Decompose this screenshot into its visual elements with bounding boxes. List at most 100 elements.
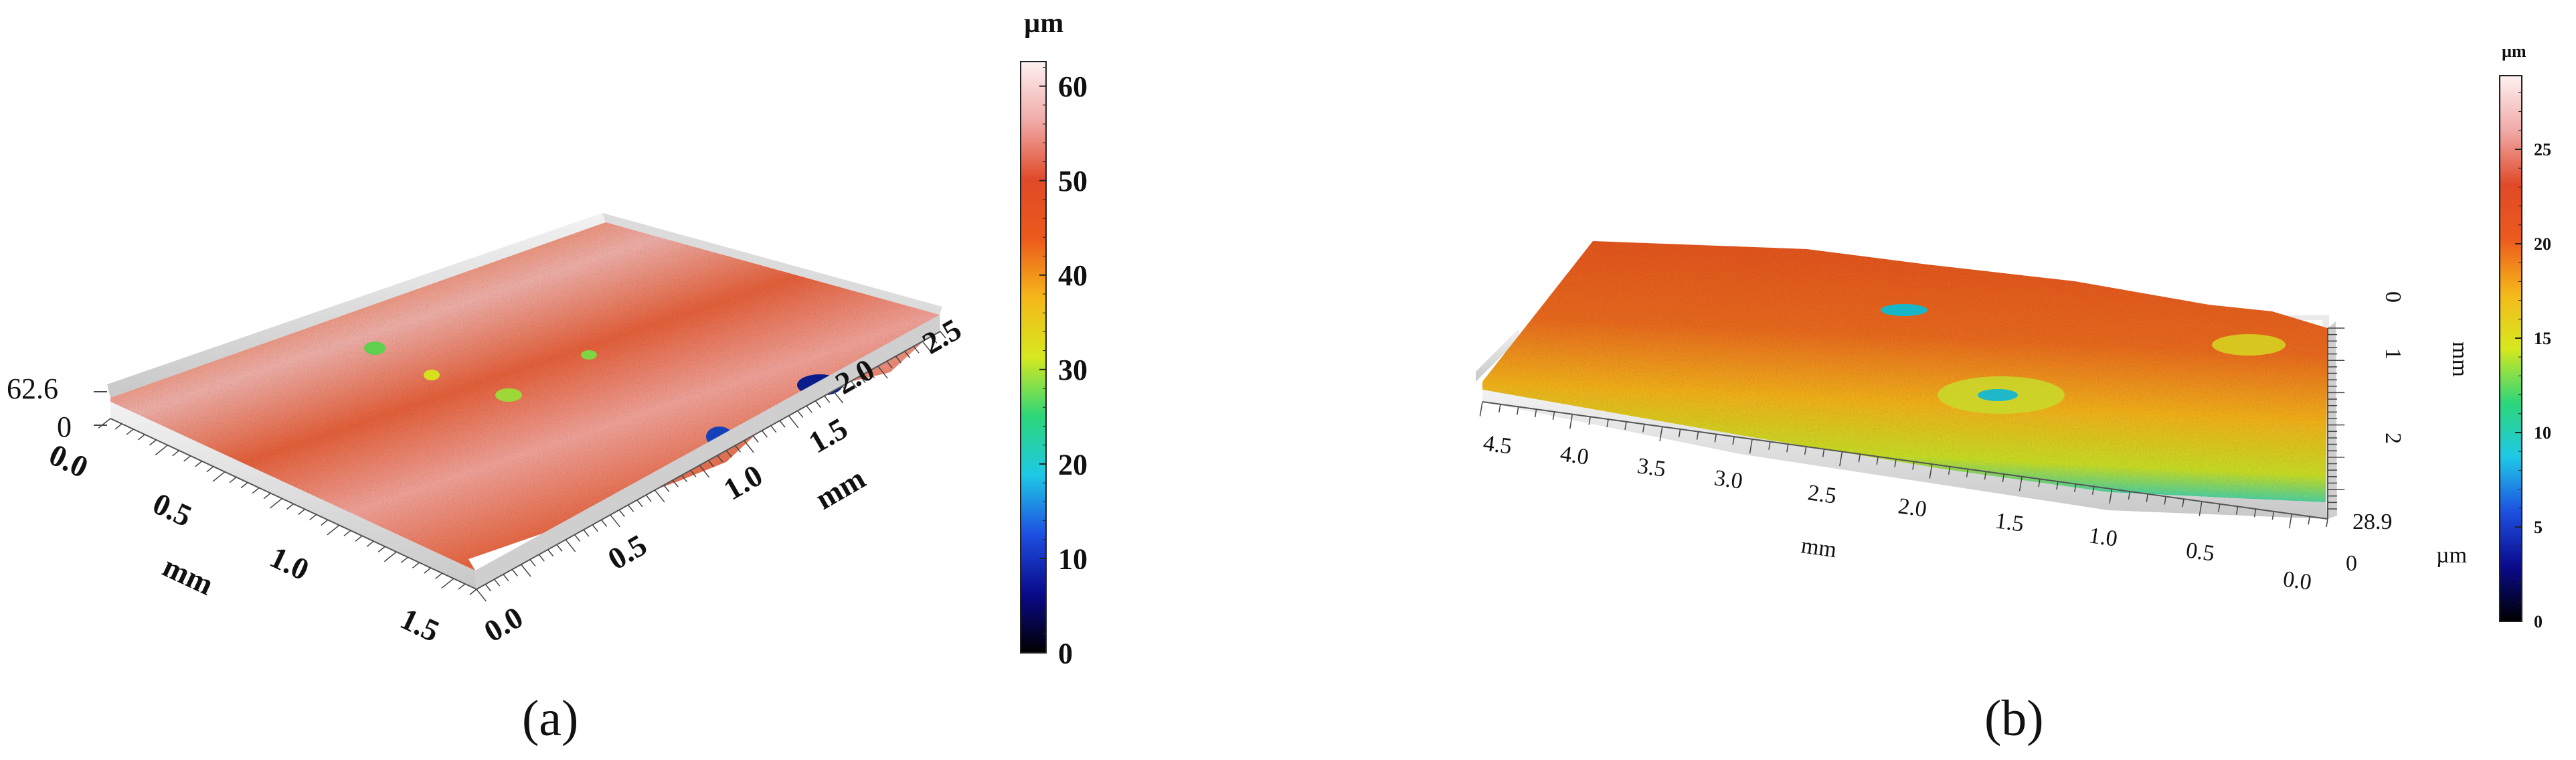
panel-b-x-tick-mark bbox=[1858, 454, 1861, 463]
panel-a-x-ticks bbox=[98, 418, 477, 595]
panel-a-x-tick: 0.0 bbox=[44, 437, 94, 485]
panel-a-y-tick-mark bbox=[841, 385, 848, 393]
panel-a-x-tick-mark bbox=[149, 439, 157, 446]
panel-a: 62.6 0 0.0 0.5 1.0 1.5 mm 0.0 0.5 1.0 1.… bbox=[7, 8, 1088, 747]
panel-a-front-wall-left bbox=[110, 402, 477, 589]
panel-a-y-tick-mark bbox=[556, 544, 563, 552]
panel-a-y-tick-mark bbox=[824, 395, 831, 403]
panel-b-x-tick-mark bbox=[1498, 404, 1501, 412]
panel-a-front-wall-right bbox=[475, 315, 940, 589]
panel-a-y-tick: 1.0 bbox=[718, 458, 768, 507]
panel-b-x-label: mm bbox=[1800, 533, 1838, 562]
panel-a-y-ticks bbox=[476, 331, 946, 602]
panel-a-y-tick-mark bbox=[485, 584, 491, 592]
panel-b-x-tick: 0.0 bbox=[2282, 566, 2313, 595]
panel-a-z-tick-bottom: 0 bbox=[57, 410, 72, 443]
panel-a-x-tick-mark bbox=[366, 540, 374, 547]
panel-b-colorbar-tick: 25 bbox=[2534, 140, 2551, 159]
panel-a-x-tick-mark bbox=[126, 429, 134, 435]
panel-a-x-tick-mark bbox=[212, 471, 226, 482]
panel-a-y-tick-mark bbox=[779, 420, 786, 428]
panel-b-x-tick-mark bbox=[1678, 429, 1681, 438]
panel-b-y-tick: 1 bbox=[2381, 348, 2405, 360]
panel-b-x-tick: 0.5 bbox=[2184, 538, 2216, 566]
panel-a-y-tick-mark bbox=[814, 400, 822, 408]
panel-a-x-tick: 1.5 bbox=[396, 601, 445, 649]
panel-a-x-tick-mark bbox=[343, 530, 351, 536]
panel-a-colorbar-bar bbox=[1020, 61, 1047, 654]
panel-b-x-tick: 1.0 bbox=[2087, 523, 2119, 552]
panel-a-y-tick-mark bbox=[681, 475, 688, 483]
panel-b-x-tick-mark bbox=[1984, 471, 1987, 480]
panel-b-x-tick-mark bbox=[2002, 473, 2005, 483]
panel-a-y-tick: 0.0 bbox=[479, 600, 529, 649]
panel-a-y-tick-mark bbox=[707, 460, 715, 467]
panel-a-x-tick-mark bbox=[286, 503, 294, 510]
panel-b-x-tick-mark bbox=[2019, 476, 2023, 491]
panel-a-x-tick-mark bbox=[327, 524, 340, 536]
panel-a-y-tick-mark bbox=[690, 469, 697, 477]
panel-b-x-tick-mark bbox=[1822, 449, 1825, 457]
panel-b-x-tick-mark bbox=[1606, 419, 1609, 428]
panel-a-pit bbox=[495, 388, 522, 402]
panel-b-x-tick-mark bbox=[1569, 414, 1573, 429]
panel-a-y-tick: 1.5 bbox=[803, 411, 853, 460]
panel-a-y-tick-mark bbox=[645, 494, 652, 502]
panel-a-y-tick-mark bbox=[529, 559, 536, 567]
panel-b-caption: (b) bbox=[1984, 690, 2044, 747]
panel-b-x-tick-mark bbox=[2253, 508, 2257, 518]
panel-a-x-tick-mark bbox=[206, 466, 214, 473]
panel-b-z-label: µm bbox=[2436, 543, 2467, 568]
panel-b-colorbar-bar bbox=[2499, 75, 2522, 622]
panel-b-x-tick: 1.5 bbox=[1994, 508, 2025, 537]
panel-a-y-tick-mark bbox=[859, 376, 866, 384]
panel-b-crater bbox=[1881, 304, 1927, 316]
panel-b-x-tick-mark bbox=[1479, 401, 1483, 416]
panel-a-y-tick-mark bbox=[592, 524, 598, 532]
panel-a-y-tick-mark bbox=[922, 341, 933, 354]
panel-b-x-ticks bbox=[1479, 401, 2328, 529]
panel-b-x-tick-mark bbox=[2308, 516, 2310, 525]
panel-a-x-tick-mark bbox=[412, 562, 420, 568]
panel-b-back-wall-left bbox=[1476, 328, 1519, 382]
panel-a-y-tick-mark bbox=[913, 346, 920, 354]
panel-b-x-tick-mark bbox=[2128, 491, 2131, 500]
panel-a-y-tick-mark bbox=[521, 564, 531, 577]
panel-a-y-tick-mark bbox=[672, 479, 679, 487]
panel-b-x-tick-mark bbox=[2109, 489, 2113, 504]
panel-a-x-tick-mark bbox=[269, 498, 282, 509]
panel-a-x-tick-mark bbox=[469, 589, 477, 595]
panel-a-y-tick-mark bbox=[663, 485, 670, 492]
panel-b-x-tick-mark bbox=[1876, 456, 1879, 465]
panel-a-x-tick-mark bbox=[240, 482, 248, 489]
panel-a-x-tick: 1.0 bbox=[265, 540, 315, 587]
panel-b-x-tick-mark bbox=[1894, 459, 1897, 467]
panel-a-x-tick-mark bbox=[183, 455, 191, 462]
panel-b-x-tick-mark bbox=[2288, 514, 2292, 529]
panel-b-x-tick-mark bbox=[2056, 481, 2059, 490]
panel-b-crater bbox=[2212, 334, 2286, 356]
panel-a-x-tick-mark bbox=[172, 450, 180, 457]
panel-a-y-tick-mark bbox=[851, 380, 857, 388]
panel-a-pit bbox=[424, 370, 440, 380]
panel-a-colorbar-tick: 0 bbox=[1058, 637, 1073, 670]
panel-a-y-tick-mark bbox=[940, 331, 946, 339]
panel-b-x-tick-mark bbox=[1696, 431, 1699, 440]
panel-b-x-tick: 3.0 bbox=[1713, 465, 1744, 494]
panel-a-y-tick-mark bbox=[931, 335, 938, 344]
panel-a-x-tick-mark bbox=[424, 567, 432, 574]
panel-a-y-tick-mark bbox=[806, 405, 812, 413]
panel-b-x-tick: 3.5 bbox=[1636, 453, 1667, 482]
panel-b-x-tick-mark bbox=[2091, 486, 2095, 495]
panel-b-x-tick-mark bbox=[1732, 437, 1735, 445]
panel-a-y-tick-mark bbox=[788, 415, 799, 429]
panel-b-x-tick-mark bbox=[1534, 409, 1537, 418]
panel-a-y-tick-mark bbox=[904, 351, 911, 359]
panel-a-colorbar-tick: 60 bbox=[1058, 70, 1088, 103]
panel-a-colorbar-tick: 30 bbox=[1058, 354, 1088, 386]
panel-b-y-tick: 0 bbox=[2381, 291, 2405, 303]
panel-a-x-tick-mark bbox=[263, 492, 271, 500]
panel-a-x-tick-mark bbox=[435, 573, 443, 579]
panel-b-colorbar: µm 0 5 10 15 20 25 bbox=[2499, 42, 2551, 631]
